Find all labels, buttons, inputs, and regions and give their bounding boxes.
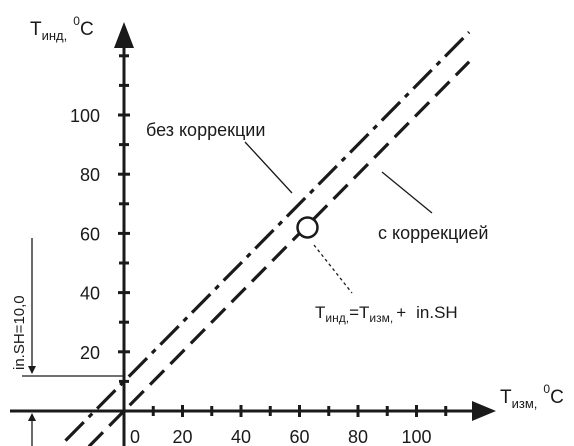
formula-eq: = <box>349 303 359 322</box>
y-axis-arrowhead <box>114 22 134 48</box>
y-tick-label: 20 <box>80 343 100 363</box>
label-uncorrected: без коррекции <box>146 120 265 140</box>
formula: Tинд,=Tизм, + in.SH <box>315 303 458 325</box>
formula-term: in.SH <box>416 303 458 322</box>
y-axis-title: Tинд, 0C <box>30 14 94 43</box>
y-axis-title-sub: инд, <box>42 28 68 43</box>
marker-point-circle <box>296 216 319 239</box>
x-axis-title-degree: 0 <box>543 382 550 396</box>
x-axis-arrowhead <box>472 401 496 421</box>
y-tick-label: 80 <box>80 165 100 185</box>
x-axis-title-sub: изм, <box>512 396 538 411</box>
shift-label: in.SH=10,0 <box>11 295 28 370</box>
series-line-uncorrected <box>87 60 471 446</box>
x-tick-label: 20 <box>172 427 192 446</box>
x-tick-label: 60 <box>289 427 309 446</box>
y-tick-label: 60 <box>80 224 100 244</box>
leader-formula <box>313 244 353 294</box>
x-tick-label: 0 <box>130 427 140 446</box>
x-tick-label: 80 <box>348 427 368 446</box>
y-axis-title-degree: 0 <box>73 14 80 28</box>
y-ticks: 20 40 60 80 100 <box>70 54 130 383</box>
x-tick-label: 100 <box>401 427 431 446</box>
formula-plus: + <box>396 303 406 322</box>
series-line-corrected <box>64 30 471 442</box>
label-corrected: с коррекцией <box>378 223 488 243</box>
x-tick-label: 40 <box>231 427 251 446</box>
formula-lhs-sub: инд, <box>325 311 349 325</box>
formula-lhs-main: T <box>315 303 325 322</box>
formula-rhs-sub: изм, <box>369 311 393 325</box>
x-ticks: 0 20 40 60 80 100 <box>130 405 448 446</box>
x-axis-title-unit: C <box>550 387 564 408</box>
y-tick-label: 100 <box>70 106 100 126</box>
leader-uncorrected <box>244 141 293 194</box>
y-axis-title-unit: C <box>80 19 94 40</box>
leader-corrected <box>381 171 433 214</box>
y-tick-label: 40 <box>80 284 100 304</box>
x-axis-title-main: T <box>500 387 512 408</box>
formula-rhs-main: T <box>359 303 369 322</box>
x-axis-title: Tизм, 0C <box>500 382 564 411</box>
y-axis-title-main: T <box>30 19 42 40</box>
